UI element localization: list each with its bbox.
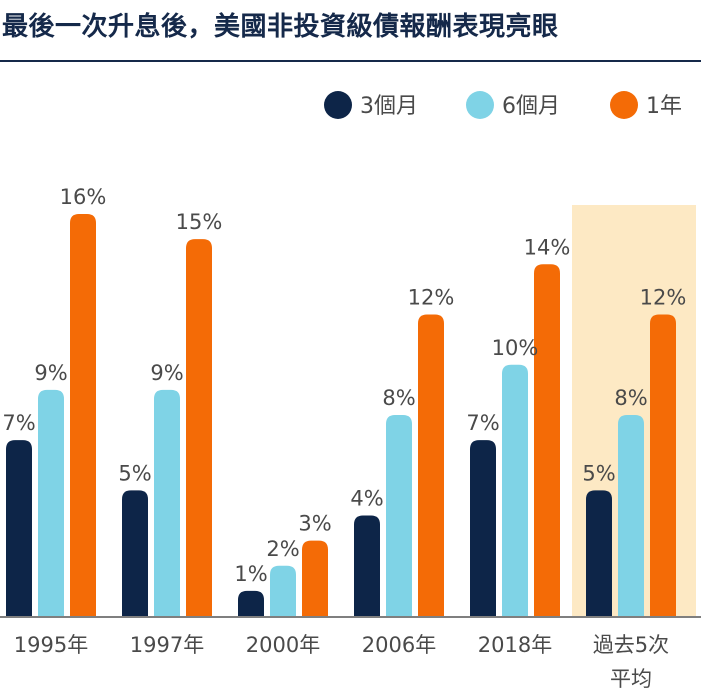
value-label-2-series-2: 9% [150,361,183,385]
legend-swatch-1 [324,91,352,119]
legend-label-3: 1年 [646,94,682,119]
legend: 3個月 6個月 1年 [324,91,682,119]
category-label-6: 過去5次平均 [593,633,669,691]
value-label-group: 7% 9% 16% 5% 9% 15% 1%2%3% 4% 8% 12% 7% 10% 14% 5% 8% 1… [2,185,686,586]
category-label-4: 2006年 [362,633,436,657]
value-label-2-series-3: 15% [176,210,223,234]
bar-3-series-3 [302,540,328,616]
value-label-5-series-3: 14% [524,235,571,259]
bar-5-series-2 [502,364,528,616]
value-label-5-series-2: 10% [492,336,539,360]
bar-6-series-2 [618,415,644,616]
title-underline [0,60,701,62]
value-label-5-series-1: 7% [466,411,499,435]
legend-swatch-3 [610,91,638,119]
bar-6-series-1 [586,490,612,616]
legend-swatch-2 [466,91,494,119]
value-label-1-series-2: 9% [34,361,67,385]
bar-3-series-2 [270,565,296,616]
bar-group [6,214,676,616]
value-label-4-series-3: 12% [408,286,455,310]
legend-label-2: 6個月 [502,94,560,119]
value-label-6-series-2: 8% [614,386,647,410]
value-label-6-series-3: 12% [640,286,687,310]
bar-5-series-3 [534,264,560,616]
bar-1-series-1 [6,440,32,616]
value-label-2-series-1: 5% [118,461,151,485]
bar-5-series-1 [470,440,496,616]
value-label-1-series-3: 16% [60,185,107,209]
value-label-4-series-1: 4% [350,487,383,511]
category-label-1: 1995年 [14,633,88,657]
bar-4-series-2 [386,415,412,616]
value-label-3-series-1: 1% [234,562,267,586]
value-label-3-series-3: 3% [298,512,331,536]
bar-3-series-1 [238,590,264,616]
value-label-3-series-2: 2% [266,537,299,561]
bar-2-series-1 [122,490,148,616]
category-label-5: 2018年 [478,633,552,657]
category-label-3: 2000年 [246,633,320,657]
bar-1-series-3 [70,214,96,616]
bar-4-series-3 [418,314,444,616]
bar-6-series-3 [650,314,676,616]
value-label-4-series-2: 8% [382,386,415,410]
bar-4-series-1 [354,515,380,616]
bar-2-series-2 [154,389,180,616]
bar-1-series-2 [38,389,64,616]
bar-2-series-3 [186,239,212,616]
value-label-6-series-1: 5% [582,461,615,485]
chart-title: 最後一次升息後，美國非投資級債報酬表現亮眼 [2,12,559,42]
category-label-group: 1995年 1997年 2000年 2006年 2018年 過去5次平均 [14,633,669,691]
category-label-2: 1997年 [130,633,204,657]
value-label-1-series-1: 7% [2,411,35,435]
legend-label-1: 3個月 [360,94,418,119]
